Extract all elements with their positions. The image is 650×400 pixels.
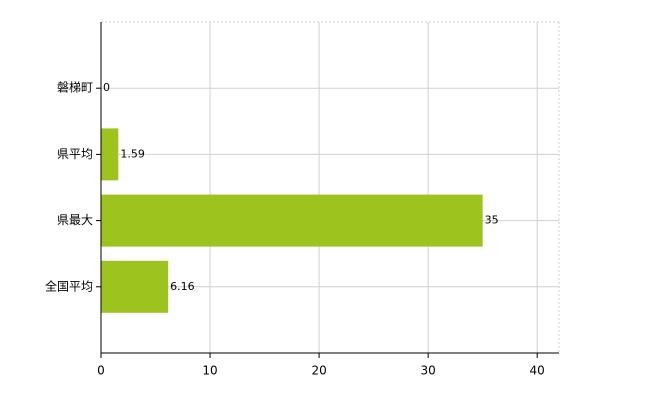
bar [101, 128, 119, 181]
x-tick-label: 20 [311, 364, 326, 378]
data-label: 1.59 [120, 147, 144, 160]
x-tick-label: 30 [421, 364, 436, 378]
x-tick-label: 0 [97, 364, 105, 378]
x-tick-label: 10 [202, 364, 217, 378]
bar [101, 260, 169, 313]
x-tick-label: 40 [530, 364, 545, 378]
bar [101, 194, 483, 247]
data-label: 6.16 [170, 280, 195, 293]
y-tick-label: 県平均 [57, 147, 93, 161]
data-label: 35 [485, 214, 499, 227]
y-tick-label: 全国平均 [45, 278, 93, 293]
y-tick-label: 県最大 [57, 213, 93, 227]
y-tick-label: 磐梯町 [57, 81, 93, 95]
data-label: 0 [103, 81, 110, 94]
